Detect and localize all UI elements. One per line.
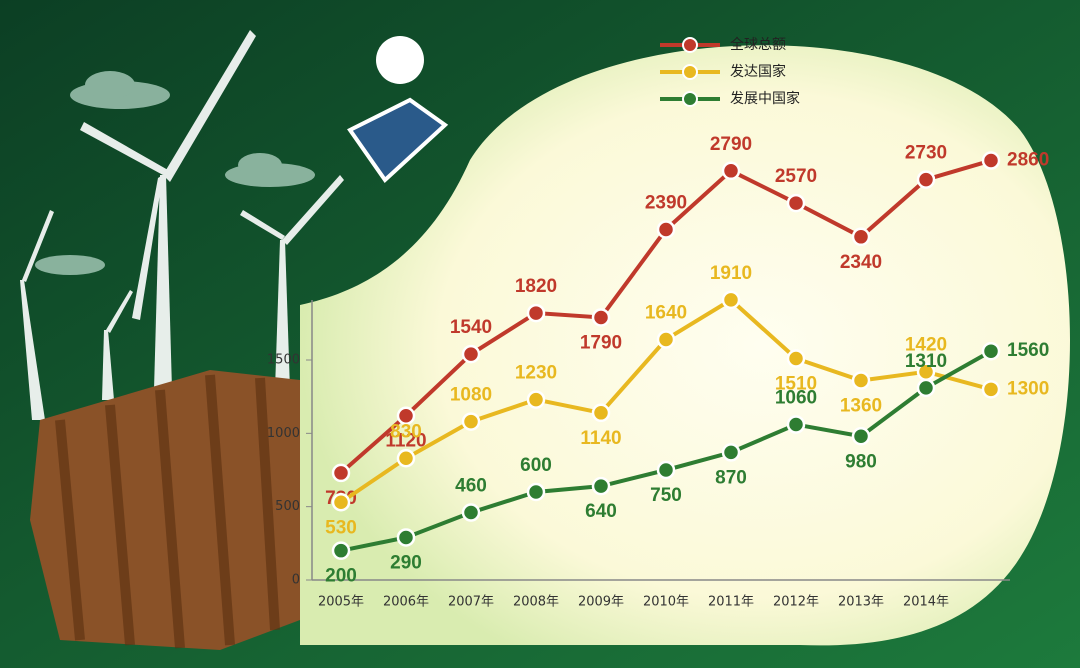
point: [461, 412, 481, 431]
point: [396, 406, 416, 425]
y-tick-label: 1000: [267, 426, 300, 441]
point: [331, 493, 351, 512]
point: [786, 415, 806, 434]
point: [786, 193, 806, 213]
value-label: 2390: [645, 192, 687, 213]
value-label: 1820: [515, 276, 557, 297]
point: [331, 463, 351, 483]
point: [851, 227, 871, 247]
value-label: 640: [585, 501, 617, 522]
value-label: 1910: [710, 263, 752, 284]
value-label: 1140: [580, 428, 621, 449]
point: [656, 460, 676, 480]
point: [721, 161, 741, 181]
value-label: 200: [325, 566, 357, 587]
point: [526, 482, 546, 502]
legend-marker: [682, 37, 698, 53]
legend-label: 全球总额: [730, 36, 786, 53]
point: [396, 528, 416, 547]
value-label: 2730: [905, 143, 947, 164]
value-label: 2340: [840, 252, 882, 273]
point: [786, 349, 806, 368]
value-label: 1080: [450, 385, 492, 406]
value-label: 2860: [1007, 150, 1049, 171]
value-label: 1560: [1007, 340, 1049, 361]
point: [656, 330, 676, 349]
legend-marker: [682, 64, 698, 80]
point: [981, 341, 1001, 361]
point: [981, 151, 1001, 170]
point: [591, 403, 611, 423]
point: [461, 503, 481, 522]
value-label: 750: [650, 485, 682, 506]
point: [526, 303, 546, 323]
value-label: 1540: [450, 317, 492, 338]
value-label: 290: [390, 552, 422, 573]
point: [851, 371, 871, 390]
y-tick-label: 0: [292, 573, 300, 588]
point: [526, 390, 546, 409]
point: [396, 449, 416, 468]
value-label: 1300: [1007, 378, 1049, 399]
point: [461, 344, 481, 364]
value-label: 460: [455, 476, 487, 497]
point: [916, 378, 936, 398]
value-label: 1420: [905, 335, 947, 356]
legend-marker: [682, 91, 698, 107]
value-label: 1230: [515, 363, 557, 384]
value-label: 530: [325, 517, 357, 538]
x-tick-label: 2009年: [578, 595, 624, 610]
value-label: 2570: [775, 166, 817, 187]
value-label: 1310: [905, 351, 947, 372]
legend-label: 发达国家: [730, 63, 786, 80]
x-tick-label: 2012年: [773, 595, 819, 610]
legend-label: 发展中国家: [730, 90, 800, 107]
decoration: [20, 30, 1070, 650]
point: [591, 308, 611, 327]
x-tick-label: 2014年: [903, 595, 949, 610]
x-tick-label: 2006年: [383, 595, 429, 610]
point: [721, 290, 741, 310]
x-tick-label: 2013年: [838, 595, 884, 610]
x-tick-label: 2005年: [318, 595, 364, 610]
point: [591, 476, 611, 496]
value-label: 870: [715, 467, 747, 488]
value-label: 1640: [645, 302, 687, 323]
x-tick-label: 2011年: [708, 595, 754, 610]
value-label: 2790: [710, 134, 752, 155]
point: [916, 170, 936, 189]
value-label: 1790: [580, 332, 622, 353]
value-label: 1060: [775, 388, 817, 409]
x-tick-label: 2007年: [448, 595, 494, 610]
x-tick-label: 2010年: [643, 595, 689, 610]
point: [331, 541, 351, 560]
value-label: 980: [845, 451, 877, 472]
point: [721, 443, 741, 462]
point: [981, 380, 1001, 399]
value-label: 1120: [385, 431, 426, 452]
point: [656, 220, 676, 239]
value-label: 1360: [840, 396, 882, 417]
value-label: 830: [390, 421, 422, 442]
y-tick-label: 500: [275, 499, 300, 514]
x-tick-label: 2008年: [513, 595, 559, 610]
point: [851, 427, 871, 446]
value-label: 600: [520, 455, 552, 476]
y-tick-label: 1500: [267, 353, 300, 368]
value-label: 1510: [775, 374, 817, 395]
